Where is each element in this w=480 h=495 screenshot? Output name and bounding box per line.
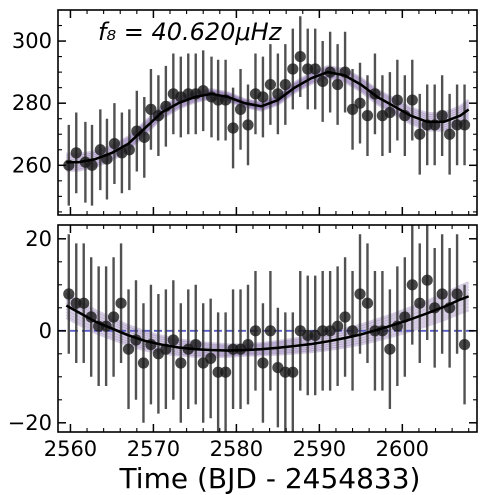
top-axis-ticks: 260 280 300 <box>12 9 477 215</box>
frequency-annotation: f₈ = 40.620μHz <box>98 18 283 46</box>
top-data-point <box>279 78 291 91</box>
bottom-data-point <box>264 325 277 337</box>
top-panel: 260 280 300 f₈ = 40.620μHz <box>12 9 478 216</box>
bottom-ytick-label: −20 <box>8 411 52 435</box>
top-data-point <box>346 103 359 115</box>
bottom-xtick-label: 2560 <box>44 437 97 461</box>
bottom-data-point <box>436 288 448 300</box>
top-data-point <box>70 147 82 159</box>
bottom-panel: −20 0 20 2560 2570 2580 2590 2600 Time (BJD - 2… <box>8 224 478 495</box>
bottom-data-point <box>257 357 269 369</box>
bottom-model-curve <box>65 295 470 352</box>
bottom-data-point <box>220 366 232 378</box>
top-data-point <box>294 50 306 63</box>
bottom-data-point <box>346 325 359 337</box>
top-data-point <box>361 110 374 122</box>
top-data-point <box>309 63 321 75</box>
x-axis-title: Time (BJD - 2454833) <box>119 462 421 495</box>
bottom-xtick-label: 2580 <box>210 437 263 461</box>
top-data-point <box>257 91 269 103</box>
bottom-axis-ticks: −20 0 20 2560 2570 2580 2590 2600 <box>8 225 477 461</box>
bottom-data-point <box>63 288 75 300</box>
bottom-data-point <box>354 288 366 300</box>
top-data-point <box>108 137 121 150</box>
top-model-line <box>66 70 470 164</box>
top-data-point <box>234 103 247 115</box>
top-sample-curve <box>66 76 470 172</box>
bottom-data-point <box>339 311 351 323</box>
bottom-model-line <box>65 295 470 352</box>
top-ytick-label: 260 <box>12 153 52 177</box>
bottom-data-point <box>115 297 127 309</box>
bottom-data-point <box>167 334 179 346</box>
bottom-data-point <box>175 357 187 369</box>
top-model-curve <box>66 70 470 164</box>
bottom-data-point <box>242 339 254 351</box>
bottom-data-point <box>249 325 262 337</box>
bottom-data-point <box>414 297 426 309</box>
bottom-errorbars <box>67 225 466 432</box>
top-data-point <box>287 63 299 75</box>
bottom-data-point <box>107 311 120 323</box>
top-data-point <box>242 119 254 131</box>
bottom-data-point <box>78 297 90 309</box>
top-data-point <box>458 119 471 131</box>
bottom-data-point <box>451 288 463 300</box>
top-data-point <box>197 85 209 97</box>
bottom-data-point <box>406 279 418 291</box>
bottom-data-point <box>205 352 217 364</box>
top-plot-frame <box>57 9 478 216</box>
bottom-data-point <box>332 320 344 332</box>
top-data-point <box>436 110 448 122</box>
bottom-data-point <box>287 366 299 378</box>
top-ytick-label: 300 <box>12 29 52 53</box>
bottom-data-point <box>122 343 135 355</box>
top-data-point <box>444 128 456 140</box>
top-data-point <box>94 144 106 156</box>
bottom-xtick-label: 2570 <box>127 437 180 461</box>
top-data-point <box>391 94 403 106</box>
bottom-data-point <box>421 274 433 286</box>
top-data-point <box>123 144 135 156</box>
bottom-xtick-label: 2590 <box>293 437 346 461</box>
bottom-xtick-label: 2600 <box>376 437 429 461</box>
bottom-data-point <box>458 339 471 351</box>
top-data-point <box>384 106 396 119</box>
top-data-point <box>332 78 344 91</box>
top-data-point <box>354 97 366 109</box>
bottom-data-point <box>361 297 374 309</box>
top-data-point <box>317 75 329 88</box>
bottom-data-point <box>384 343 396 355</box>
top-data-point <box>414 128 426 140</box>
bottom-data-point <box>137 357 150 369</box>
bottom-ytick-label: 0 <box>39 319 52 343</box>
top-data-point <box>227 122 239 134</box>
top-data-point <box>145 103 157 115</box>
top-data-point <box>86 159 98 171</box>
top-ytick-label: 280 <box>12 91 52 115</box>
top-data-point <box>138 131 150 143</box>
bottom-data-point <box>190 339 202 351</box>
top-data-point <box>264 78 277 91</box>
bottom-ytick-label: 20 <box>25 227 52 251</box>
top-data-point <box>406 94 418 106</box>
bottom-plot-frame <box>57 224 478 433</box>
